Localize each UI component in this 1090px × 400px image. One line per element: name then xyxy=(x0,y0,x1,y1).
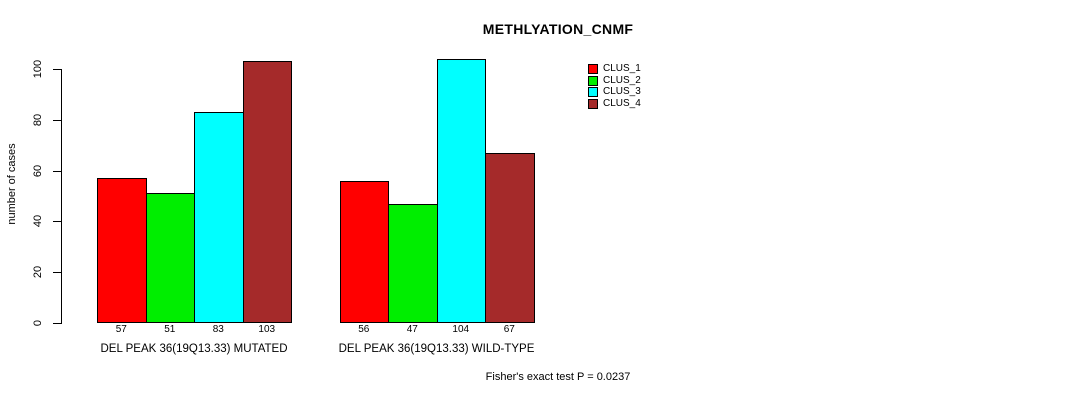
bar-value-label: 67 xyxy=(503,324,515,335)
y-tick-label: 80 xyxy=(32,113,44,126)
footer-annotation: Fisher's exact test P = 0.0237 xyxy=(485,371,631,383)
legend-label: CLUS_3 xyxy=(603,86,641,98)
y-tick xyxy=(53,323,61,324)
bar-value-label: 104 xyxy=(452,324,470,335)
bar-value-label: 57 xyxy=(115,324,127,335)
legend-swatch xyxy=(588,98,598,109)
y-axis-line xyxy=(61,69,62,324)
bar xyxy=(194,112,244,323)
bar xyxy=(242,61,292,323)
y-tick xyxy=(53,69,61,70)
bar-value-label: 51 xyxy=(164,324,176,335)
bar xyxy=(339,180,389,323)
y-tick-label: 60 xyxy=(32,164,44,177)
bar xyxy=(145,193,195,323)
legend-label: CLUS_1 xyxy=(603,63,641,74)
legend-label: CLUS_2 xyxy=(603,74,641,86)
y-tick xyxy=(53,170,61,172)
y-tick-label: 20 xyxy=(32,266,44,279)
chart-title: METHLYATION_CNMF xyxy=(482,21,634,37)
y-tick-label: 0 xyxy=(32,319,44,327)
legend-label: CLUS_4 xyxy=(603,97,641,109)
y-tick xyxy=(53,272,61,274)
bar-value-label: 56 xyxy=(358,324,370,335)
y-axis-label: number of cases xyxy=(6,143,18,225)
y-tick-label: 100 xyxy=(32,59,44,79)
x-group-label: DEL PEAK 36(19Q13.33) MUTATED xyxy=(100,343,288,355)
legend-swatch xyxy=(588,64,598,74)
x-group-label: DEL PEAK 36(19Q13.33) WILD-TYPE xyxy=(338,343,535,355)
bar xyxy=(388,203,438,323)
bar-value-label: 103 xyxy=(258,324,276,335)
y-tick-label: 40 xyxy=(32,215,44,228)
bar-value-label: 47 xyxy=(406,324,418,335)
y-tick xyxy=(53,119,61,121)
bar xyxy=(436,58,486,323)
y-tick xyxy=(53,221,61,223)
bar-value-label: 83 xyxy=(212,324,224,335)
legend-swatch xyxy=(588,87,598,98)
legend-swatch xyxy=(588,75,598,86)
bar xyxy=(97,178,147,323)
bar xyxy=(485,152,535,323)
